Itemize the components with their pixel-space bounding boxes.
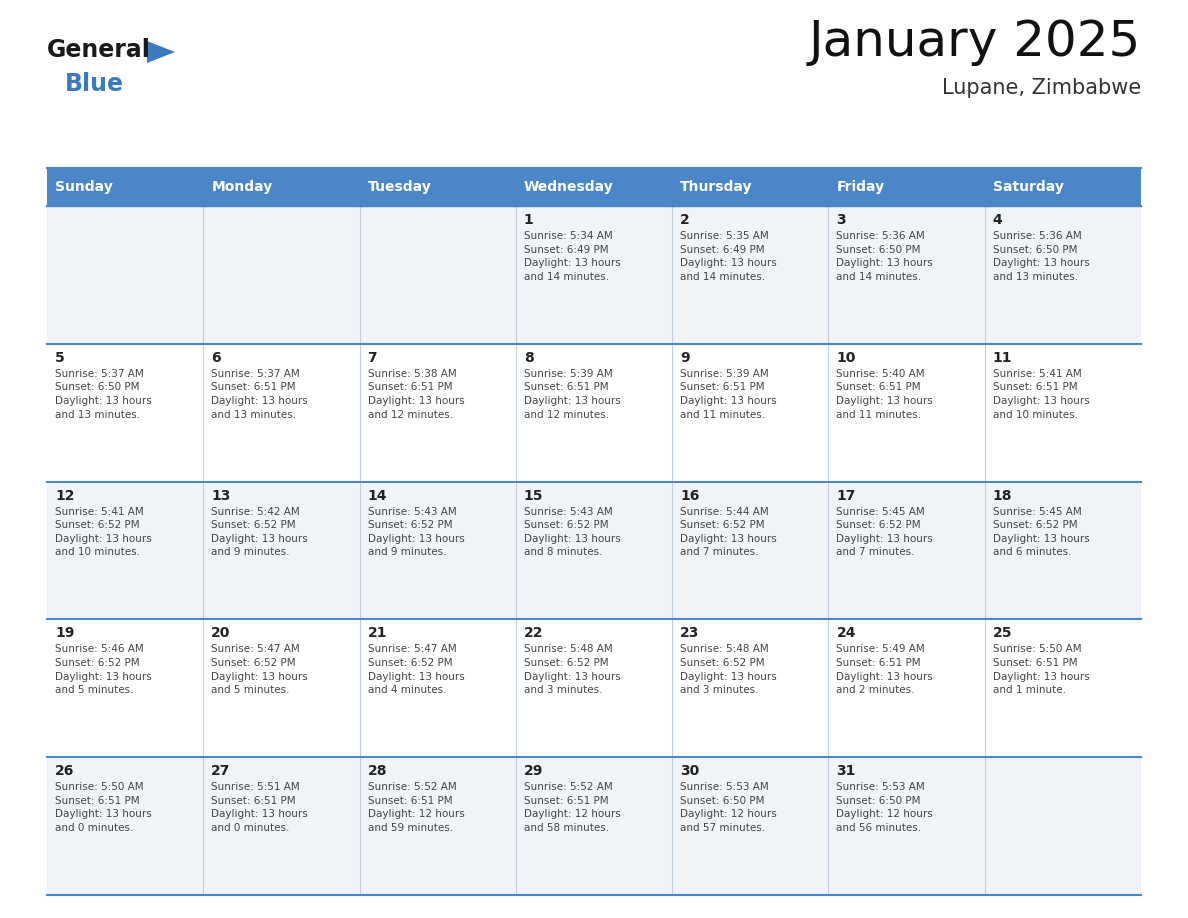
Text: Sunrise: 5:43 AM
Sunset: 6:52 PM
Daylight: 13 hours
and 9 minutes.: Sunrise: 5:43 AM Sunset: 6:52 PM Dayligh… <box>367 507 465 557</box>
Text: 13: 13 <box>211 488 230 502</box>
Text: Sunrise: 5:52 AM
Sunset: 6:51 PM
Daylight: 12 hours
and 59 minutes.: Sunrise: 5:52 AM Sunset: 6:51 PM Dayligh… <box>367 782 465 833</box>
Text: 15: 15 <box>524 488 543 502</box>
Text: January 2025: January 2025 <box>809 18 1140 66</box>
Text: Thursday: Thursday <box>681 180 753 194</box>
Text: Sunrise: 5:45 AM
Sunset: 6:52 PM
Daylight: 13 hours
and 7 minutes.: Sunrise: 5:45 AM Sunset: 6:52 PM Dayligh… <box>836 507 934 557</box>
Text: Sunday: Sunday <box>55 180 113 194</box>
Text: Sunrise: 5:39 AM
Sunset: 6:51 PM
Daylight: 13 hours
and 11 minutes.: Sunrise: 5:39 AM Sunset: 6:51 PM Dayligh… <box>681 369 777 420</box>
Text: 25: 25 <box>993 626 1012 641</box>
Text: General: General <box>48 38 151 62</box>
Text: 3: 3 <box>836 213 846 227</box>
Text: 19: 19 <box>55 626 75 641</box>
Text: 17: 17 <box>836 488 855 502</box>
Text: Sunrise: 5:36 AM
Sunset: 6:50 PM
Daylight: 13 hours
and 14 minutes.: Sunrise: 5:36 AM Sunset: 6:50 PM Dayligh… <box>836 231 934 282</box>
Text: Sunrise: 5:39 AM
Sunset: 6:51 PM
Daylight: 13 hours
and 12 minutes.: Sunrise: 5:39 AM Sunset: 6:51 PM Dayligh… <box>524 369 620 420</box>
Text: Wednesday: Wednesday <box>524 180 614 194</box>
Text: Sunrise: 5:51 AM
Sunset: 6:51 PM
Daylight: 13 hours
and 0 minutes.: Sunrise: 5:51 AM Sunset: 6:51 PM Dayligh… <box>211 782 308 833</box>
Text: 9: 9 <box>681 351 690 364</box>
Text: Lupane, Zimbabwe: Lupane, Zimbabwe <box>942 78 1140 98</box>
Text: Sunrise: 5:37 AM
Sunset: 6:50 PM
Daylight: 13 hours
and 13 minutes.: Sunrise: 5:37 AM Sunset: 6:50 PM Dayligh… <box>55 369 152 420</box>
Text: Sunrise: 5:44 AM
Sunset: 6:52 PM
Daylight: 13 hours
and 7 minutes.: Sunrise: 5:44 AM Sunset: 6:52 PM Dayligh… <box>681 507 777 557</box>
Text: Tuesday: Tuesday <box>367 180 431 194</box>
Text: 14: 14 <box>367 488 387 502</box>
Polygon shape <box>147 41 175 63</box>
Text: 2: 2 <box>681 213 690 227</box>
Text: 30: 30 <box>681 764 700 778</box>
Text: Sunrise: 5:49 AM
Sunset: 6:51 PM
Daylight: 13 hours
and 2 minutes.: Sunrise: 5:49 AM Sunset: 6:51 PM Dayligh… <box>836 644 934 695</box>
Text: Sunrise: 5:38 AM
Sunset: 6:51 PM
Daylight: 13 hours
and 12 minutes.: Sunrise: 5:38 AM Sunset: 6:51 PM Dayligh… <box>367 369 465 420</box>
Text: 31: 31 <box>836 764 855 778</box>
Bar <box>48 482 1140 620</box>
Text: Sunrise: 5:46 AM
Sunset: 6:52 PM
Daylight: 13 hours
and 5 minutes.: Sunrise: 5:46 AM Sunset: 6:52 PM Dayligh… <box>55 644 152 695</box>
Text: Sunrise: 5:40 AM
Sunset: 6:51 PM
Daylight: 13 hours
and 11 minutes.: Sunrise: 5:40 AM Sunset: 6:51 PM Dayligh… <box>836 369 934 420</box>
Text: Saturday: Saturday <box>993 180 1063 194</box>
Text: Sunrise: 5:41 AM
Sunset: 6:52 PM
Daylight: 13 hours
and 10 minutes.: Sunrise: 5:41 AM Sunset: 6:52 PM Dayligh… <box>55 507 152 557</box>
Text: Sunrise: 5:47 AM
Sunset: 6:52 PM
Daylight: 13 hours
and 4 minutes.: Sunrise: 5:47 AM Sunset: 6:52 PM Dayligh… <box>367 644 465 695</box>
Text: 18: 18 <box>993 488 1012 502</box>
Text: Sunrise: 5:34 AM
Sunset: 6:49 PM
Daylight: 13 hours
and 14 minutes.: Sunrise: 5:34 AM Sunset: 6:49 PM Dayligh… <box>524 231 620 282</box>
Text: 26: 26 <box>55 764 75 778</box>
Text: 21: 21 <box>367 626 387 641</box>
Text: Friday: Friday <box>836 180 885 194</box>
Text: Sunrise: 5:53 AM
Sunset: 6:50 PM
Daylight: 12 hours
and 57 minutes.: Sunrise: 5:53 AM Sunset: 6:50 PM Dayligh… <box>681 782 777 833</box>
Text: 12: 12 <box>55 488 75 502</box>
Text: Sunrise: 5:50 AM
Sunset: 6:51 PM
Daylight: 13 hours
and 1 minute.: Sunrise: 5:50 AM Sunset: 6:51 PM Dayligh… <box>993 644 1089 695</box>
Bar <box>48 168 1140 206</box>
Text: Sunrise: 5:50 AM
Sunset: 6:51 PM
Daylight: 13 hours
and 0 minutes.: Sunrise: 5:50 AM Sunset: 6:51 PM Dayligh… <box>55 782 152 833</box>
Text: Sunrise: 5:36 AM
Sunset: 6:50 PM
Daylight: 13 hours
and 13 minutes.: Sunrise: 5:36 AM Sunset: 6:50 PM Dayligh… <box>993 231 1089 282</box>
Text: Sunrise: 5:48 AM
Sunset: 6:52 PM
Daylight: 13 hours
and 3 minutes.: Sunrise: 5:48 AM Sunset: 6:52 PM Dayligh… <box>681 644 777 695</box>
Text: Sunrise: 5:52 AM
Sunset: 6:51 PM
Daylight: 12 hours
and 58 minutes.: Sunrise: 5:52 AM Sunset: 6:51 PM Dayligh… <box>524 782 620 833</box>
Bar <box>48 344 1140 482</box>
Text: 11: 11 <box>993 351 1012 364</box>
Text: Sunrise: 5:48 AM
Sunset: 6:52 PM
Daylight: 13 hours
and 3 minutes.: Sunrise: 5:48 AM Sunset: 6:52 PM Dayligh… <box>524 644 620 695</box>
Text: 4: 4 <box>993 213 1003 227</box>
Text: Sunrise: 5:45 AM
Sunset: 6:52 PM
Daylight: 13 hours
and 6 minutes.: Sunrise: 5:45 AM Sunset: 6:52 PM Dayligh… <box>993 507 1089 557</box>
Text: Sunrise: 5:37 AM
Sunset: 6:51 PM
Daylight: 13 hours
and 13 minutes.: Sunrise: 5:37 AM Sunset: 6:51 PM Dayligh… <box>211 369 308 420</box>
Text: 1: 1 <box>524 213 533 227</box>
Text: 10: 10 <box>836 351 855 364</box>
Text: 24: 24 <box>836 626 855 641</box>
Text: Sunrise: 5:53 AM
Sunset: 6:50 PM
Daylight: 12 hours
and 56 minutes.: Sunrise: 5:53 AM Sunset: 6:50 PM Dayligh… <box>836 782 934 833</box>
Text: 6: 6 <box>211 351 221 364</box>
Text: 29: 29 <box>524 764 543 778</box>
Bar <box>48 757 1140 895</box>
Text: Blue: Blue <box>65 72 124 96</box>
Text: Monday: Monday <box>211 180 272 194</box>
Text: Sunrise: 5:42 AM
Sunset: 6:52 PM
Daylight: 13 hours
and 9 minutes.: Sunrise: 5:42 AM Sunset: 6:52 PM Dayligh… <box>211 507 308 557</box>
Text: 27: 27 <box>211 764 230 778</box>
Text: 16: 16 <box>681 488 700 502</box>
Text: Sunrise: 5:43 AM
Sunset: 6:52 PM
Daylight: 13 hours
and 8 minutes.: Sunrise: 5:43 AM Sunset: 6:52 PM Dayligh… <box>524 507 620 557</box>
Text: 7: 7 <box>367 351 378 364</box>
Bar <box>48 206 1140 344</box>
Text: 22: 22 <box>524 626 543 641</box>
Text: Sunrise: 5:47 AM
Sunset: 6:52 PM
Daylight: 13 hours
and 5 minutes.: Sunrise: 5:47 AM Sunset: 6:52 PM Dayligh… <box>211 644 308 695</box>
Text: 5: 5 <box>55 351 65 364</box>
Text: 28: 28 <box>367 764 387 778</box>
Text: Sunrise: 5:35 AM
Sunset: 6:49 PM
Daylight: 13 hours
and 14 minutes.: Sunrise: 5:35 AM Sunset: 6:49 PM Dayligh… <box>681 231 777 282</box>
Bar <box>48 620 1140 757</box>
Text: 20: 20 <box>211 626 230 641</box>
Text: 23: 23 <box>681 626 700 641</box>
Text: 8: 8 <box>524 351 533 364</box>
Text: Sunrise: 5:41 AM
Sunset: 6:51 PM
Daylight: 13 hours
and 10 minutes.: Sunrise: 5:41 AM Sunset: 6:51 PM Dayligh… <box>993 369 1089 420</box>
